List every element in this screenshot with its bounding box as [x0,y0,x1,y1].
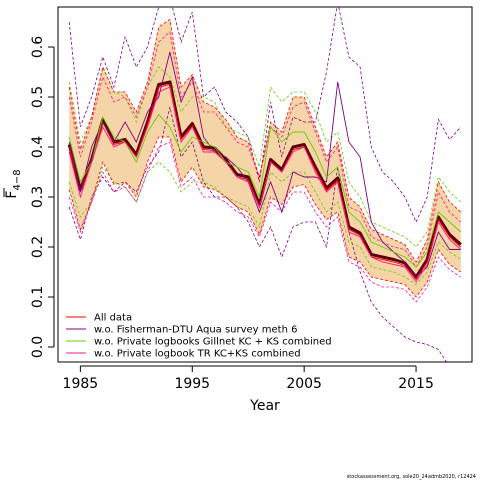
legend-label-2: w.o. Private logbooks Gillnet KC + KS co… [94,337,332,348]
svg-text:F4−8: F4−8 [4,169,23,198]
credit-text: stockassessment.org, sole20_24admb2020, … [347,474,476,480]
legend-label-1: w.o. Fisherman-DTU Aqua survey meth 6 [94,325,297,336]
y-tick-label-5: 0.5 [30,86,46,108]
legend-label-0: All data [94,313,132,324]
x-tick-label-1: 1995 [174,376,210,392]
band-upper-line-1 [68,65,462,248]
ci-upper-line [68,18,462,263]
x-axis-title: Year [249,398,280,414]
y-tick-label-1: 0.1 [30,286,46,308]
y-tick-label-6: 0.6 [30,36,46,58]
ci-lower-line [68,136,462,298]
series-layer [67,7,462,362]
y-tick-label-2: 0.2 [30,236,46,258]
band-lower-line-1 [68,161,462,286]
estimate-line [67,80,462,279]
x-axis: 1985 1995 2005 2015 [63,365,434,392]
series-line-3 [68,86,462,283]
y-axis-title: F4−8 [3,169,23,199]
series-line-1 [68,51,461,278]
series-line-2 [68,113,462,268]
y-axis: 0.0 0.1 0.2 0.3 0.4 0.5 0.6 [30,36,55,358]
band-upper-line-2 [68,31,462,268]
band-lower-line-2 [68,141,462,303]
x-tick-label-0: 1985 [63,376,99,392]
legend-label-3: w.o. Private logbook TR KC+KS combined [94,349,301,360]
plot-frame [57,6,473,363]
x-tick-label-3: 2015 [398,376,434,392]
y-tick-label-0: 0.0 [30,336,46,358]
band-lower-line-0 [68,106,447,362]
y-axis-title-sub: 4−8 [12,169,23,190]
plot-area [67,7,462,362]
y-tick-label-4: 0.4 [30,136,46,158]
band-upper-line-0 [68,7,462,223]
y-tick-label-3: 0.3 [30,186,46,208]
x-tick-label-2: 2005 [286,376,322,392]
y-axis-title-main: F [4,191,20,199]
